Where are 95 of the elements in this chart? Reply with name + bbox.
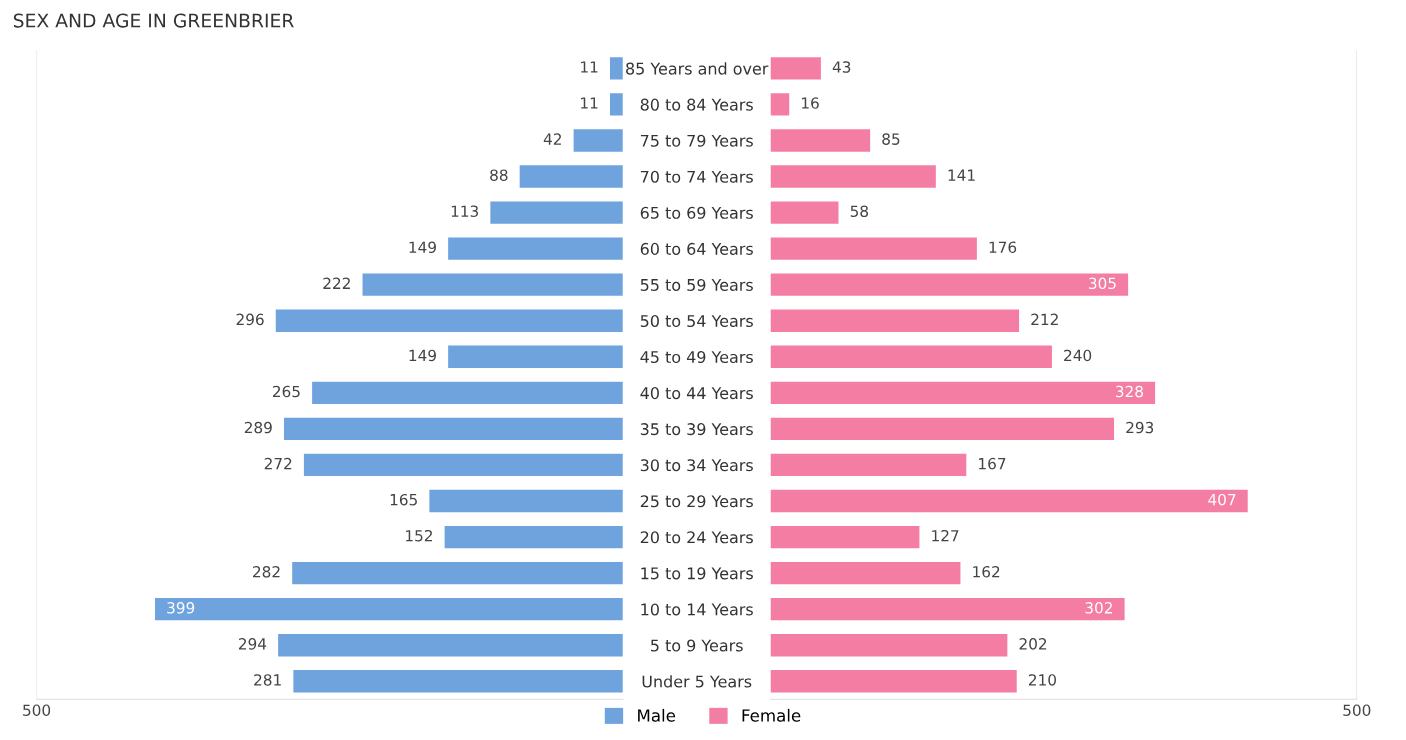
bar — [770, 345, 1052, 368]
y-tick-label: 10 to 14 Years — [641, 603, 753, 616]
bar — [770, 634, 1008, 657]
bar — [154, 597, 623, 621]
data-label: 162 — [973, 565, 1000, 578]
bar — [770, 561, 961, 585]
data-label: 210 — [1028, 674, 1056, 686]
bar — [770, 670, 1017, 693]
y-tick-label: 75 to 79 Years — [640, 134, 753, 147]
data-label: 127 — [932, 529, 959, 542]
data-label: 85 — [882, 133, 900, 145]
data-label: 296 — [236, 313, 264, 326]
y-tick-label: 35 to 39 Years — [640, 423, 753, 436]
bar — [770, 309, 1020, 332]
bar — [444, 525, 623, 549]
y-tick-label: 55 to 59 Years — [640, 278, 753, 291]
bar — [519, 165, 623, 188]
data-label: 167 — [979, 457, 1006, 470]
data-label: 265 — [272, 385, 300, 398]
bar — [609, 57, 623, 80]
x-tick-label: 500 — [23, 704, 51, 716]
data-label: 399 — [167, 602, 195, 614]
bar — [770, 381, 1156, 405]
y-tick-label: 40 to 44 Years — [640, 387, 753, 400]
bar — [573, 129, 623, 152]
y-tick-label: 45 to 49 Years — [640, 351, 753, 364]
data-label: 113 — [451, 205, 479, 217]
data-label: 281 — [254, 674, 281, 686]
data-label: 272 — [264, 457, 292, 470]
y-tick-label: 20 to 24 Years — [640, 531, 753, 544]
bar — [292, 561, 623, 585]
bar — [293, 670, 623, 693]
bar — [770, 417, 1115, 441]
legend-label: Male — [638, 708, 676, 722]
data-label: 202 — [1019, 638, 1047, 650]
bar — [362, 273, 623, 296]
data-label: 328 — [1115, 385, 1143, 398]
data-label: 240 — [1064, 349, 1092, 362]
y-tick-label: 70 to 74 Years — [640, 170, 753, 183]
data-label: 212 — [1031, 313, 1058, 325]
bar — [275, 309, 623, 332]
bar — [283, 417, 623, 441]
bar — [770, 93, 790, 116]
y-tick-label: 65 to 69 Years — [640, 206, 753, 219]
bar — [770, 453, 967, 477]
data-label: 152 — [406, 529, 432, 542]
y-tick-label: 50 to 54 Years — [640, 314, 753, 328]
y-tick-label: 15 to 19 Years — [641, 567, 753, 580]
y-tick-label: 5 to 9 Years — [651, 639, 743, 652]
y-tick-label: 25 to 29 Years — [640, 495, 753, 508]
data-label: 176 — [989, 241, 1017, 254]
data-label: 42 — [543, 133, 561, 145]
data-label: 11 — [581, 61, 598, 73]
bar — [770, 597, 1125, 621]
data-label: 165 — [390, 493, 417, 506]
bar — [770, 489, 1248, 513]
bar — [770, 237, 977, 260]
bar — [278, 634, 623, 657]
data-label: 149 — [409, 349, 436, 362]
data-label: 407 — [1208, 493, 1236, 506]
data-label: 149 — [409, 241, 436, 254]
y-tick-label: Under 5 Years — [642, 675, 752, 688]
bar — [770, 273, 1129, 296]
data-label: 305 — [1089, 277, 1116, 290]
data-label: 58 — [850, 205, 869, 217]
legend-label: Female — [742, 708, 801, 722]
bar — [770, 57, 821, 80]
data-label: 282 — [253, 565, 280, 578]
data-label: 302 — [1085, 602, 1112, 614]
data-label: 43 — [832, 61, 851, 73]
bar — [490, 201, 623, 224]
x-tick-label: 500 — [1343, 704, 1371, 716]
bar — [609, 93, 623, 116]
bar — [429, 489, 623, 513]
data-label: 222 — [323, 277, 350, 289]
bar — [770, 129, 871, 152]
bar — [448, 237, 623, 260]
bar — [303, 453, 623, 477]
y-tick-label: 30 to 34 Years — [640, 459, 753, 472]
y-tick-label: 60 to 64 Years — [640, 242, 753, 255]
data-label: 88 — [490, 169, 508, 181]
bar — [770, 525, 920, 549]
bar — [312, 381, 623, 405]
data-label: 293 — [1126, 421, 1154, 434]
data-label: 16 — [802, 97, 819, 109]
data-label: 289 — [244, 421, 272, 434]
bar — [770, 201, 839, 224]
data-label: 141 — [948, 169, 975, 181]
y-tick-label: 85 Years and over — [626, 62, 769, 75]
data-label: 294 — [238, 638, 267, 650]
bar — [448, 345, 623, 368]
bar — [770, 165, 936, 188]
chart-title: SEX AND AGE IN GREENBRIER — [13, 13, 294, 28]
data-label: 11 — [581, 97, 598, 109]
y-tick-label: 80 to 84 Years — [640, 98, 753, 111]
